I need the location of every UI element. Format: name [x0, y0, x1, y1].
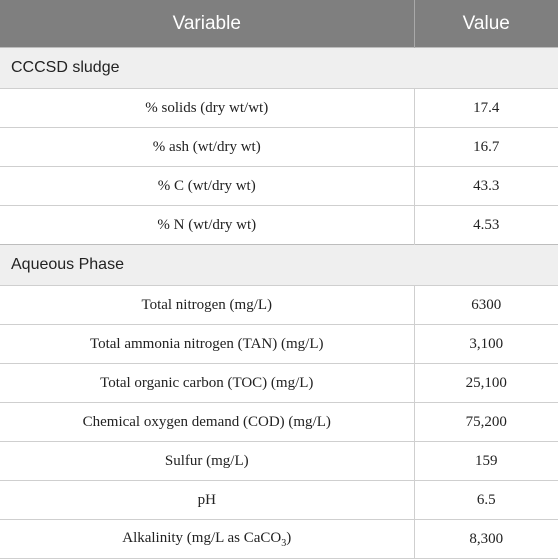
header-variable: Variable [0, 0, 415, 48]
header-value: Value [414, 0, 558, 48]
value-cell: 6300 [414, 285, 558, 325]
variable-cell: % solids (dry wt/wt) [0, 88, 415, 128]
value-cell: 43.3 [414, 166, 558, 206]
variable-cell: Total ammonia nitrogen (TAN) (mg/L) [0, 324, 415, 364]
value-cell: 17.4 [414, 88, 558, 128]
value-cell: 75,200 [414, 402, 558, 442]
value-cell: 159 [414, 441, 558, 481]
section-row-aqueous: Aqueous Phase [0, 244, 558, 286]
table-row: Sulfur (mg/L) 159 [0, 441, 558, 481]
value-cell: 4.53 [414, 205, 558, 245]
variable-cell: % C (wt/dry wt) [0, 166, 415, 206]
variable-cell: Total nitrogen (mg/L) [0, 285, 415, 325]
variable-cell: % ash (wt/dry wt) [0, 127, 415, 167]
table-row: pH 6.5 [0, 480, 558, 520]
table-row: % solids (dry wt/wt) 17.4 [0, 88, 558, 128]
value-cell: 3,100 [414, 324, 558, 364]
variable-cell: Sulfur (mg/L) [0, 441, 415, 481]
table-row: Total nitrogen (mg/L) 6300 [0, 285, 558, 325]
variable-cell: Alkalinity (mg/L as CaCO3) [0, 519, 415, 559]
value-cell: 6.5 [414, 480, 558, 520]
table-row: % C (wt/dry wt) 43.3 [0, 166, 558, 206]
table-row: Chemical oxygen demand (COD) (mg/L) 75,2… [0, 402, 558, 442]
value-cell: 8,300 [414, 519, 558, 559]
value-cell: 16.7 [414, 127, 558, 167]
table-row: % ash (wt/dry wt) 16.7 [0, 127, 558, 167]
subscript: 3 [281, 537, 287, 549]
variable-cell: Total organic carbon (TOC) (mg/L) [0, 363, 415, 403]
header-row: Variable Value [0, 0, 558, 48]
value-cell: 25,100 [414, 363, 558, 403]
table-row: % N (wt/dry wt) 4.53 [0, 205, 558, 245]
table-row: Total organic carbon (TOC) (mg/L) 25,100 [0, 363, 558, 403]
section-title: CCCSD sludge [0, 47, 558, 89]
section-title: Aqueous Phase [0, 244, 558, 286]
section-row-sludge: CCCSD sludge [0, 47, 558, 89]
variable-cell: % N (wt/dry wt) [0, 205, 415, 245]
variable-cell: Chemical oxygen demand (COD) (mg/L) [0, 402, 415, 442]
table-row: Alkalinity (mg/L as CaCO3) 8,300 [0, 519, 558, 559]
variable-cell: pH [0, 480, 415, 520]
table-row: Total ammonia nitrogen (TAN) (mg/L) 3,10… [0, 324, 558, 364]
variable-text: Alkalinity (mg/L as CaCO [122, 529, 282, 546]
variable-text-suffix: ) [286, 529, 292, 546]
